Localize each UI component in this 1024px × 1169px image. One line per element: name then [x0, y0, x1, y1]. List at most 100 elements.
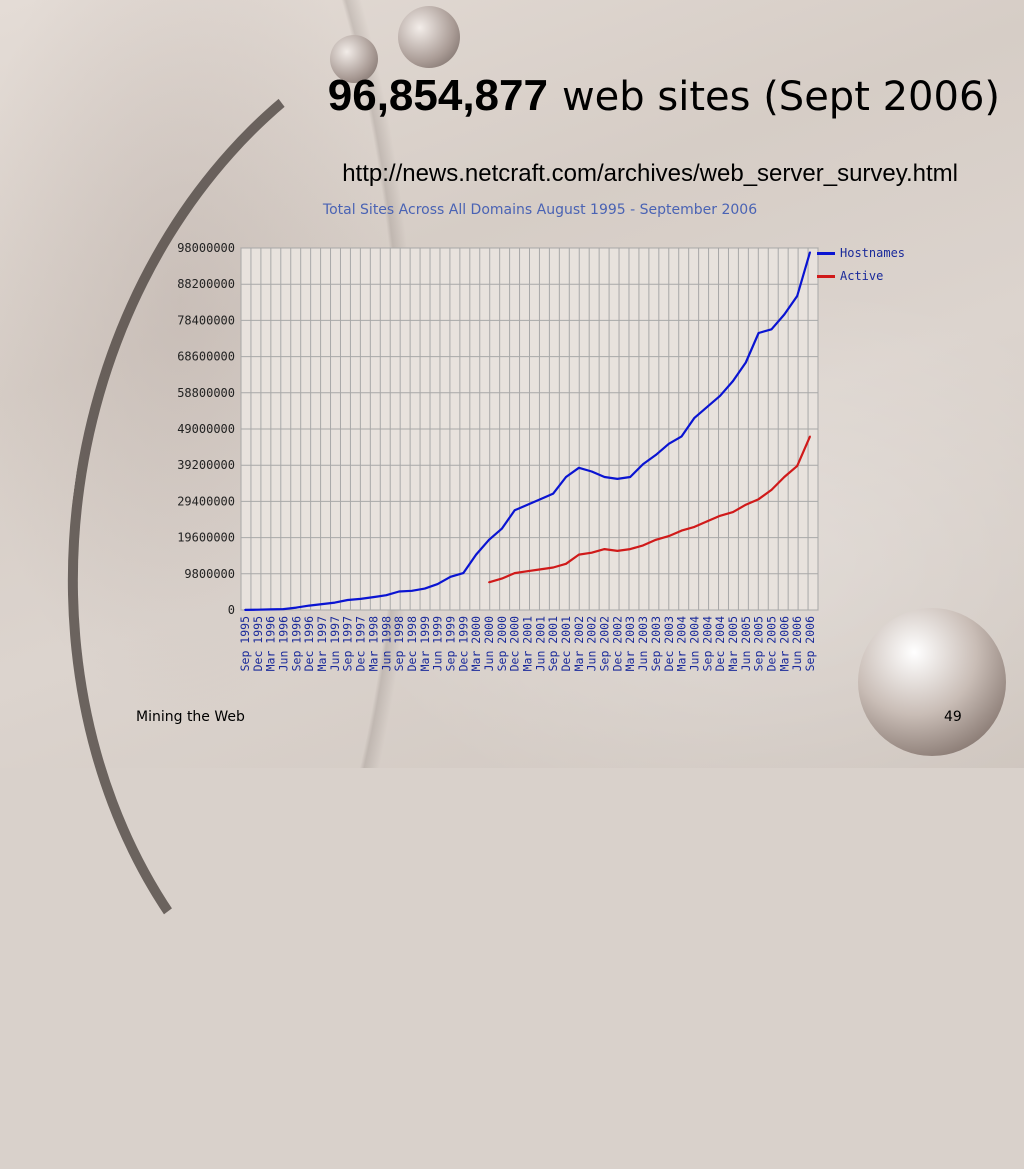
- data-point-active: [577, 553, 580, 556]
- legend-swatch-hostnames: [817, 251, 835, 255]
- y-tick-label: 98000000: [177, 241, 235, 255]
- x-tick-label: Dec 1998: [405, 616, 419, 671]
- decorative-sphere-small: [330, 35, 378, 83]
- data-point-hostnames: [398, 590, 400, 593]
- x-tick-label: Jun 2006: [790, 616, 804, 671]
- y-tick-label: 0: [228, 603, 235, 617]
- data-point-hostnames: [809, 251, 811, 254]
- data-point-hostnames: [693, 417, 696, 419]
- data-point-hostnames: [372, 596, 375, 598]
- data-point-active: [616, 549, 619, 552]
- data-point-hostnames: [244, 609, 246, 611]
- data-point-hostnames: [500, 527, 503, 530]
- data-point-hostnames: [308, 604, 311, 607]
- footer-label: Mining the Web: [136, 709, 245, 725]
- x-tick-label: Mar 2005: [726, 616, 740, 671]
- x-tick-label: Sep 2001: [546, 616, 560, 671]
- data-point-hostnames: [757, 332, 760, 334]
- data-point-active: [706, 520, 709, 523]
- x-tick-label: Mar 2006: [777, 616, 791, 671]
- source-url[interactable]: http://news.netcraft.com/archives/web_se…: [342, 160, 958, 187]
- data-point-hostnames: [680, 435, 683, 438]
- x-tick-label: Sep 2005: [752, 616, 766, 671]
- legend-item-hostnames: Hostnames: [817, 246, 905, 260]
- x-tick-label: Sep 1995: [238, 616, 252, 671]
- slide-title: 96,854,877 web sites (Sept 2006): [0, 70, 1000, 121]
- data-point-hostnames: [282, 608, 285, 610]
- x-tick-label: Jun 1998: [379, 616, 393, 671]
- data-point-hostnames: [462, 572, 465, 574]
- decorative-sphere-medium: [398, 6, 460, 68]
- y-tick-label: 9800000: [184, 567, 235, 581]
- data-point-hostnames: [436, 583, 439, 586]
- data-point-hostnames: [629, 476, 632, 478]
- data-point-hostnames: [783, 313, 786, 316]
- data-point-hostnames: [706, 405, 709, 408]
- y-tick-label: 19600000: [177, 531, 235, 545]
- chart-title: Total Sites Across All Domains August 19…: [322, 202, 758, 218]
- data-point-active: [539, 568, 542, 571]
- y-tick-label: 58800000: [177, 386, 235, 400]
- data-point-hostnames: [565, 476, 567, 478]
- data-point-active: [744, 503, 747, 506]
- data-point-active: [693, 525, 696, 528]
- data-point-active: [642, 544, 644, 547]
- x-tick-label: Dec 2002: [610, 616, 624, 671]
- data-point-hostnames: [333, 601, 336, 604]
- x-tick-label: Sep 1998: [392, 616, 406, 671]
- x-tick-label: Mar 1996: [264, 616, 278, 671]
- data-point-hostnames: [590, 470, 593, 473]
- data-point-hostnames: [719, 394, 722, 397]
- x-tick-label: Sep 1996: [289, 616, 303, 671]
- x-tick-label: Sep 2006: [803, 616, 817, 671]
- series-line-active: [488, 435, 812, 584]
- x-tick-label: Dec 2003: [662, 616, 676, 671]
- x-tick-label: Jun 1997: [328, 616, 342, 671]
- data-point-hostnames: [577, 466, 580, 469]
- data-point-active: [526, 570, 529, 573]
- data-point-active: [603, 548, 606, 550]
- data-point-active: [796, 465, 799, 467]
- data-point-hostnames: [732, 380, 734, 382]
- y-tick-label: 49000000: [177, 422, 235, 436]
- x-tick-label: Dec 1995: [251, 616, 265, 671]
- data-point-hostnames: [796, 295, 799, 297]
- data-point-hostnames: [449, 575, 452, 578]
- data-point-active: [719, 514, 722, 517]
- data-point-active: [757, 498, 760, 501]
- line-chart: 0 9800000 19600000 29400000 39200000 49000000…: [177, 241, 819, 671]
- x-tick-label: Sep 1999: [443, 616, 457, 671]
- data-point-hostnames: [552, 492, 555, 495]
- data-point-hostnames: [770, 328, 773, 331]
- x-tick-label: Jun 2000: [482, 616, 496, 671]
- data-point-hostnames: [603, 476, 606, 478]
- data-point-hostnames: [655, 453, 657, 456]
- x-tick-label: Dec 2004: [713, 616, 727, 671]
- data-point-hostnames: [295, 606, 298, 609]
- y-tick-label: 78400000: [177, 313, 235, 327]
- x-tick-label: Dec 1999: [456, 616, 470, 671]
- x-tick-label: Mar 1997: [315, 616, 329, 671]
- x-tick-label: Mar 2003: [623, 616, 637, 671]
- data-point-hostnames: [475, 553, 478, 556]
- data-point-active: [629, 548, 632, 550]
- data-point-active: [500, 577, 503, 580]
- data-point-hostnames: [526, 503, 529, 506]
- data-point-hostnames: [423, 587, 426, 590]
- data-point-hostnames: [411, 589, 413, 592]
- data-point-active: [590, 551, 593, 554]
- x-tick-label: Sep 1997: [341, 616, 355, 671]
- x-tick-label: Dec 2000: [508, 616, 522, 671]
- y-tick-label: 68600000: [177, 350, 235, 364]
- x-tick-label: Mar 2000: [469, 616, 483, 671]
- x-tick-label: Dec 2001: [559, 616, 573, 671]
- x-tick-label: Jun 2002: [585, 616, 599, 671]
- data-point-active: [488, 581, 490, 584]
- data-point-active: [680, 529, 683, 532]
- x-tick-label: Mar 1999: [418, 616, 432, 671]
- title-number: 96,854,877: [327, 71, 548, 120]
- x-tick-label: Sep 2003: [649, 616, 663, 671]
- y-tick-label: 88200000: [177, 277, 235, 291]
- x-tick-label: Mar 2004: [675, 616, 689, 671]
- title-text: web sites (Sept 2006): [561, 74, 1000, 120]
